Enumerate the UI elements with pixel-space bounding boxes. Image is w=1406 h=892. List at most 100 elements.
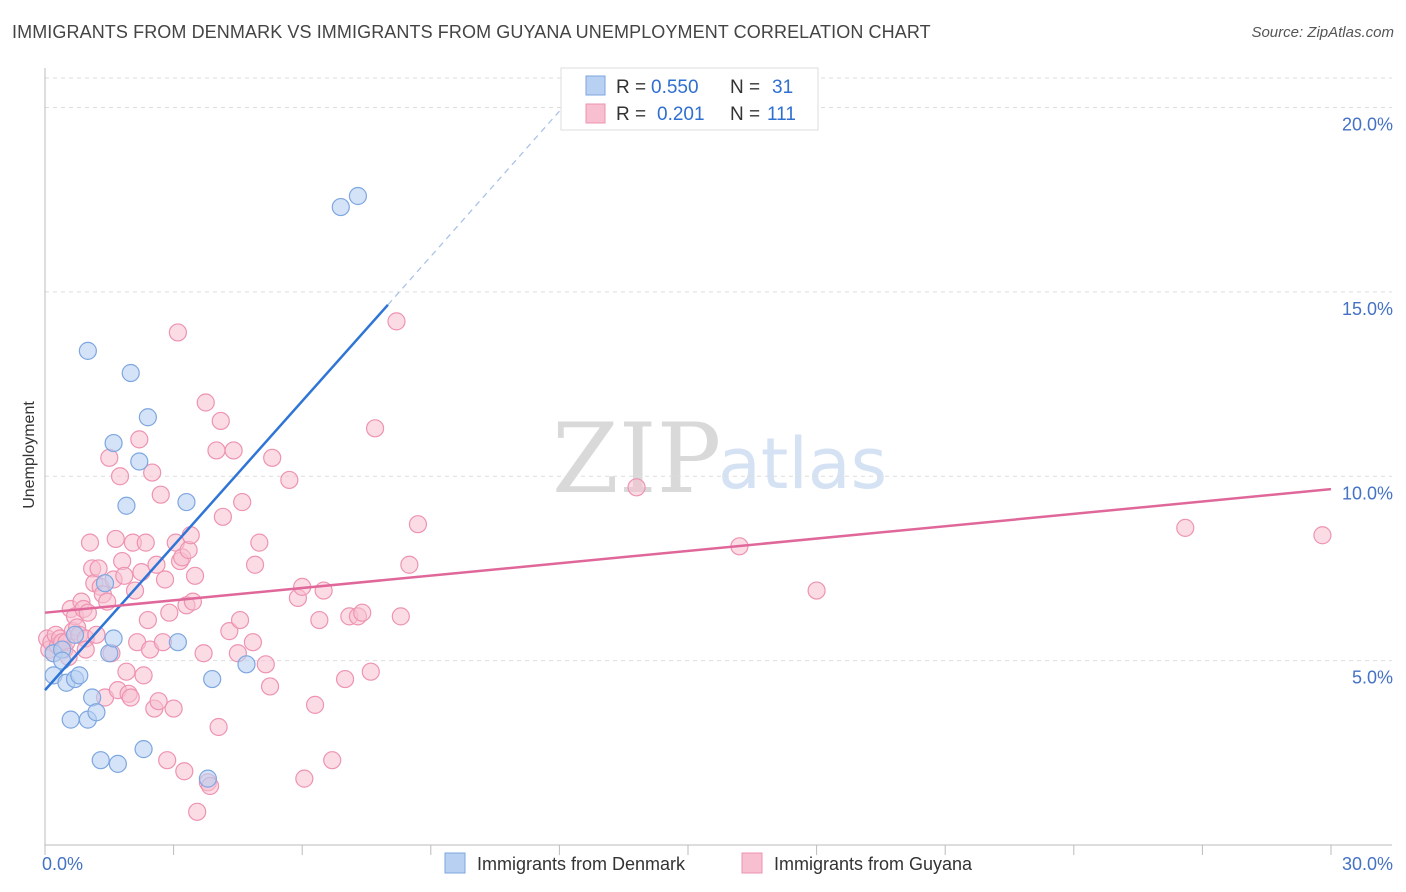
y-tick-label: 10.0% [1342,483,1393,503]
denmark-point [168,633,187,652]
guyana-point [117,662,136,681]
guyana-point [230,610,250,630]
guyana-point [353,603,372,622]
guyana-point [807,581,826,600]
denmark-point [198,769,217,788]
watermark-zip: ZIP [552,403,721,515]
guyana-point [310,610,329,630]
x-tick-label: 0.0% [42,854,83,874]
guyana-point [365,419,385,438]
axes: 5.0% 10.0% 15.0% 20.0% 0.0% 30.0% [42,68,1393,874]
guyana-point [361,662,380,681]
denmark-point [104,433,123,453]
denmark-point [78,341,97,360]
guyana-point [136,533,155,552]
denmark-point [104,629,123,648]
denmark-trend-extension [387,110,560,306]
legend-r-label-guyana: R = [616,104,646,125]
guyana-point [323,751,342,770]
guyana-point [143,463,162,482]
guyana-point [391,607,410,626]
legend-r-label-denmark: R = [616,77,646,98]
watermark: ZIP atlas [552,403,887,515]
denmark-point [117,496,136,515]
guyana-point [400,555,419,574]
guyana-point [256,655,275,674]
denmark-point [87,703,106,722]
guyana-point [250,533,269,552]
denmark-point [70,666,89,685]
guyana-point [245,555,265,574]
guyana-point [76,640,95,659]
guyana-point [134,666,153,685]
y-tick-label: 15.0% [1342,299,1393,319]
denmark-point [177,492,196,512]
denmark-point [108,754,127,773]
denmark-point [134,740,153,759]
legend-swatch-denmark [585,75,606,96]
guyana-point [160,603,179,622]
guyana-point [209,717,228,737]
denmark-point [331,197,350,217]
guyana-point [213,507,232,526]
series-legend: Immigrants from Denmark Immigrants from … [444,852,973,874]
trend-lines [44,110,1332,691]
guyana-point [78,603,97,622]
legend-swatch-guyana [585,103,606,124]
guyana-point [194,644,213,663]
bottom-legend-label-guyana: Immigrants from Guyana [774,854,973,874]
denmark-point [65,625,85,644]
denmark-point [121,363,140,383]
correlation-legend: R = 0.550 N = 31 R = 0.201 N = 111 [560,67,819,131]
denmark-point [138,408,157,427]
watermark-atlas: atlas [718,423,887,505]
guyana-trend-line [44,487,1332,614]
guyana-point [188,802,207,821]
denmark-point [237,655,256,674]
guyana-point [80,533,100,552]
denmark-trend-line [44,303,389,691]
guyana-point [295,769,314,788]
guyana-point [181,526,200,545]
y-tick-label: 20.0% [1342,115,1393,135]
guyana-point [149,692,168,711]
guyana-point [151,485,170,504]
guyana-point [220,622,239,641]
guyana-point [158,751,177,770]
guyana-point [408,515,428,534]
x-tick-label: 30.0% [1342,854,1393,874]
guyana-point [1313,526,1332,545]
guyana-point [155,570,175,589]
guyana-point [168,323,187,342]
guyana-point [138,610,157,630]
guyana-point [164,699,183,718]
guyana-point [185,566,205,585]
bottom-legend-label-denmark: Immigrants from Denmark [477,854,686,874]
bottom-legend-swatch-denmark [444,852,466,874]
guyana-point [110,467,130,486]
denmark-point [91,751,110,770]
denmark-point [53,651,72,670]
y-axis-title: Unemployment [21,401,38,509]
guyana-point [280,470,299,490]
legend-r-value-denmark: 0.550 [651,77,699,98]
denmark-point [348,186,368,206]
legend-n-value-guyana: 111 [767,104,796,125]
guyana-point [260,677,280,696]
guyana-point [387,312,406,331]
denmark-point [203,669,222,689]
y-tick-label: 5.0% [1352,668,1393,688]
denmark-points [44,186,368,788]
guyana-point [263,448,282,467]
guyana-point [87,625,106,644]
guyana-point [132,563,151,582]
guyana-point [224,441,243,460]
chart-title: IMMIGRANTS FROM DENMARK VS IMMIGRANTS FR… [12,22,931,42]
guyana-point [207,441,226,460]
guyana-point [121,688,140,707]
guyana-point [183,592,202,611]
legend-r-value-guyana: 0.201 [657,104,705,125]
guyana-point [175,762,194,781]
legend-n-label-guyana: N = [730,104,760,125]
